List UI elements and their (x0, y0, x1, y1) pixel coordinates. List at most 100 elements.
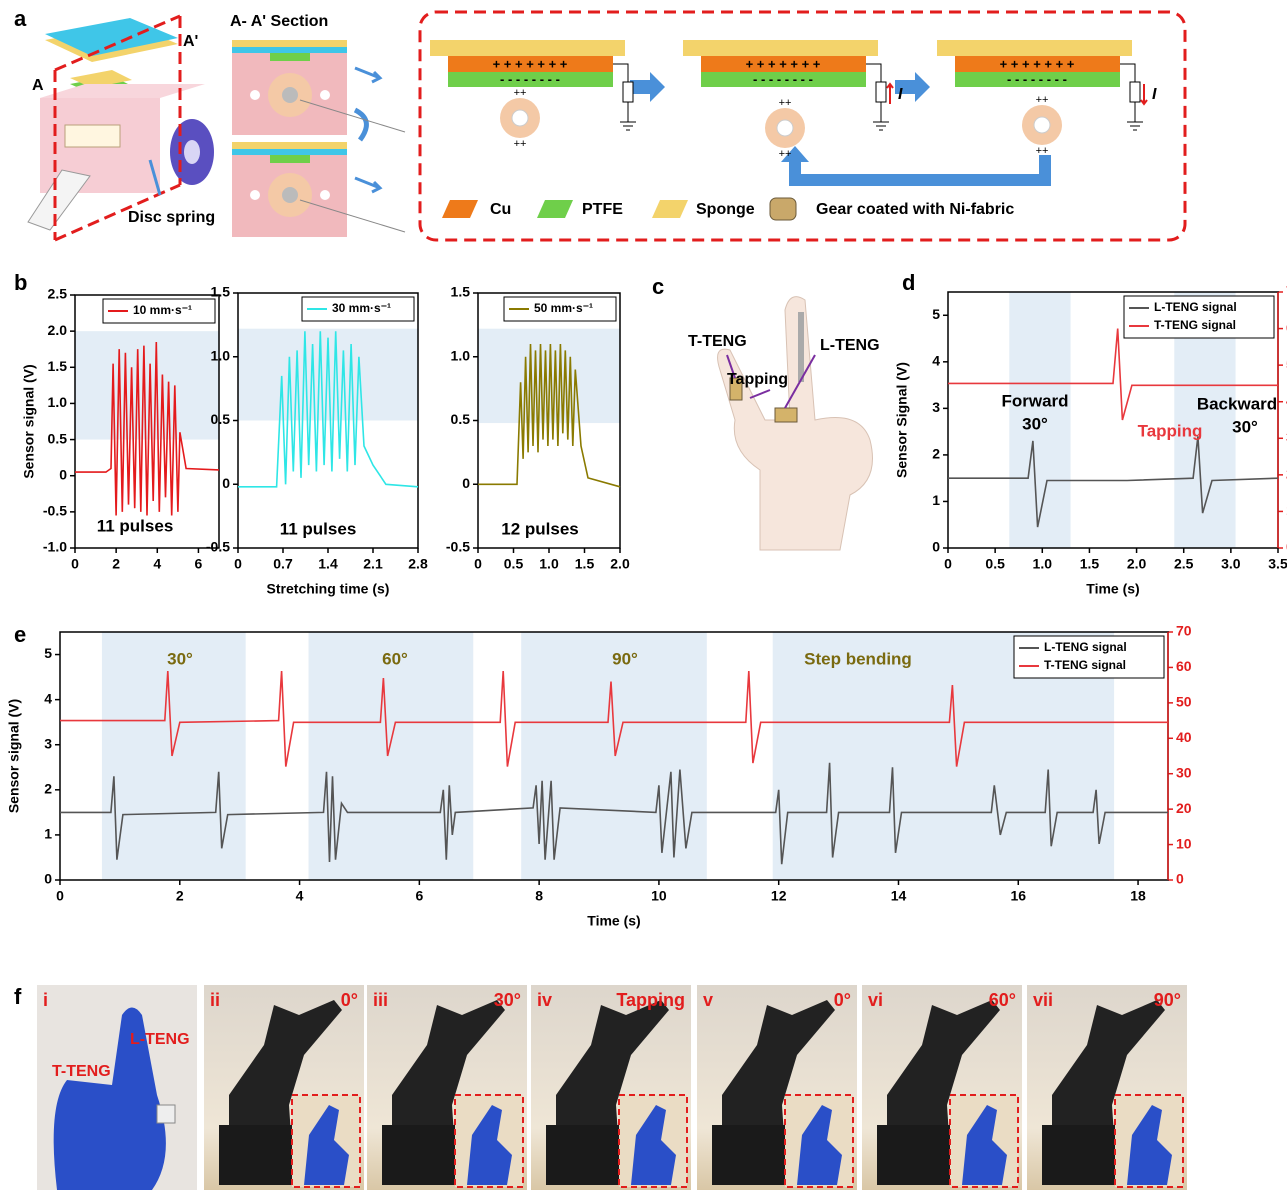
x-tick-label: 1.5 (1080, 556, 1100, 572)
annotation: 60° (382, 649, 408, 668)
robot-base (712, 1125, 787, 1185)
x-tick-label: 0 (71, 556, 79, 572)
photo-label: T-TENG (52, 1063, 111, 1080)
y-tick-label: -0.5 (43, 503, 67, 519)
mechanism-stages: + + + + + + +- - - - - - - -+++++ + + + … (430, 40, 1157, 180)
x-tick-label: 0.7 (273, 556, 293, 572)
highlight-band (521, 632, 707, 880)
robot-base (219, 1125, 294, 1185)
y2-tick-label: 60 (1176, 658, 1192, 674)
y-tick-label: 5 (932, 306, 940, 322)
annotation: Step bending (804, 649, 912, 668)
panel-label: a (14, 6, 27, 31)
annotation: Backward (1197, 394, 1277, 413)
y2-tick-label: 40 (1176, 729, 1192, 745)
current-arrow (1141, 84, 1147, 104)
x-axis-label: Time (s) (1086, 581, 1139, 597)
sponge (937, 40, 1132, 56)
device-label: A' (183, 33, 198, 50)
finger-label: Tapping (727, 371, 788, 388)
y-tick-label: 1.5 (211, 284, 231, 300)
annotation: 30° (167, 649, 193, 668)
y-tick-label: 0 (59, 466, 67, 482)
gear-charge: ++ (779, 148, 792, 160)
y-tick-label: 4 (932, 353, 940, 369)
current-label: I (1152, 86, 1157, 103)
y-tick-label: 4 (44, 690, 52, 706)
gear-hub (777, 120, 793, 136)
robot-base (1042, 1125, 1117, 1185)
x-tick-label: 2.5 (1174, 556, 1194, 572)
current-label: I (898, 86, 903, 103)
y-tick-label: -1.0 (43, 539, 67, 555)
y-tick-label: 0.5 (211, 411, 231, 427)
y-axis-label: Sensor Signal (V) (894, 362, 910, 478)
x-tick-label: 1.5 (575, 556, 595, 572)
charge-label: - - - - - - - - (500, 71, 560, 86)
photo-label: L-TENG (130, 1031, 190, 1048)
robot-base (382, 1125, 457, 1185)
legend-label: T-TENG signal (1154, 318, 1236, 332)
legend-label: 50 mm·s⁻¹ (534, 301, 593, 315)
photo-caption: Tapping (616, 990, 685, 1010)
x-tick-label: 0 (234, 556, 242, 572)
photo-caption: 0° (834, 990, 851, 1010)
y-tick-label: 0 (932, 539, 940, 555)
legend-label: 10 mm·s⁻¹ (133, 303, 192, 317)
current-arrow (887, 84, 893, 104)
annotation: Forward (1001, 391, 1068, 410)
charge-label: + + + + + + + (1000, 56, 1075, 71)
x-tick-label: 2.1 (363, 556, 383, 572)
finger-label: L-TENG (820, 337, 880, 354)
legend-label: 30 mm·s⁻¹ (332, 301, 391, 315)
x-tick-label: 1.4 (318, 556, 338, 572)
finger-label: T-TENG (688, 333, 747, 350)
x-tick-label: 0.5 (504, 556, 524, 572)
y-tick-label: 1 (932, 492, 940, 508)
x-tick-label: 2 (176, 888, 184, 904)
x-tick-label: 0 (474, 556, 482, 572)
y-tick-label: 2 (932, 446, 940, 462)
x-tick-label: 0.5 (985, 556, 1005, 572)
gear-charge: ++ (514, 87, 527, 99)
x-tick-label: 3.5 (1268, 556, 1287, 572)
legend-label: Cu (490, 201, 511, 218)
x-tick-label: 6 (415, 888, 423, 904)
photo-caption: 0° (341, 990, 358, 1010)
x-tick-label: 4 (153, 556, 161, 572)
gear-charge: ++ (514, 138, 527, 150)
x-tick-label: 2.0 (610, 556, 630, 572)
legend-label: Sponge (696, 201, 755, 218)
x-axis-label: Stretching time (s) (267, 581, 390, 597)
panel-label: c (652, 274, 664, 299)
panel-label: e (14, 622, 26, 647)
resistor (623, 82, 633, 102)
y-tick-label: 0.5 (451, 411, 471, 427)
photo-index: v (703, 990, 713, 1010)
legend-label: Gear coated with Ni-fabric (816, 201, 1014, 218)
x-tick-label: 8 (535, 888, 543, 904)
highlight-band (309, 632, 474, 880)
legend-label: T-TENG signal (1044, 658, 1126, 672)
highlight-band (75, 331, 219, 439)
legend-label: PTFE (582, 201, 623, 218)
y-tick-label: 0 (222, 475, 230, 491)
photo-caption: 90° (1154, 990, 1181, 1010)
y-tick-label: 1.5 (451, 284, 471, 300)
panel-label: f (14, 984, 22, 1009)
annotation: 11 pulses (280, 519, 357, 538)
x-tick-label: 16 (1010, 888, 1026, 904)
annotation: 12 pulses (501, 519, 579, 538)
device-label: Disc spring (128, 209, 215, 226)
y2-tick-label: 30 (1176, 764, 1192, 780)
x-axis-label: Time (s) (587, 913, 640, 929)
sensor (157, 1105, 175, 1123)
y2-tick-label: 20 (1176, 800, 1192, 816)
photo-index: iv (537, 990, 552, 1010)
photo-index: i (43, 990, 48, 1010)
x-tick-label: 4 (296, 888, 304, 904)
x-tick-label: 2 (112, 556, 120, 572)
y-tick-label: 2.5 (48, 286, 68, 302)
y-tick-label: 0 (44, 871, 52, 887)
photo-index: vii (1033, 990, 1053, 1010)
